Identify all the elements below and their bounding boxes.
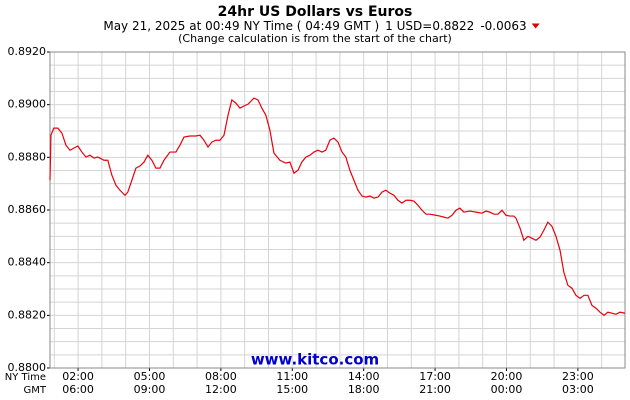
x-tick-label-gmt: 03:00 [562, 383, 594, 396]
x-tick-label: 08:00 [205, 370, 237, 383]
y-tick-label: 0.8920 [8, 45, 47, 58]
watermark: www.kitco.com [251, 351, 379, 369]
chart-title: 24hr US Dollars vs Euros [218, 4, 413, 20]
x-tick-label-gmt: 00:00 [491, 383, 523, 396]
y-tick-label: 0.8820 [8, 308, 47, 321]
x-tick-label-gmt: 12:00 [205, 383, 237, 396]
chart-subtitle: May 21, 2025 at 00:49 NY Time ( 04:49 GM… [103, 19, 526, 33]
y-tick-label: 0.8900 [8, 98, 47, 111]
x-tick-label: 02:00 [62, 370, 94, 383]
chart-note: (Change calculation is from the start of… [178, 32, 452, 45]
x-row-label: NY Time [5, 372, 46, 383]
x-tick-label-gmt: 06:00 [62, 383, 94, 396]
x-tick-label-gmt: 18:00 [348, 383, 380, 396]
down-arrow [531, 23, 540, 29]
x-tick-label: 14:00 [348, 370, 380, 383]
x-tick-label: 20:00 [491, 370, 523, 383]
price-line [49, 97, 626, 317]
y-tick-label: 0.8860 [8, 203, 47, 216]
x-tick-label: 23:00 [562, 370, 594, 383]
x-tick-label: 11:00 [276, 370, 308, 383]
subtitle-date: May 21, 2025 at 00:49 NY Time ( 04:49 GM… [103, 19, 379, 33]
x-tick-label-gmt: 09:00 [134, 383, 166, 396]
plot-frame [49, 51, 626, 369]
plot [47, 51, 626, 371]
y-tick-label: 0.8880 [8, 150, 47, 163]
y-tick-label: 0.8840 [8, 256, 47, 269]
x-row-label: GMT [24, 385, 47, 396]
subtitle-price: 1 USD=0.8822 [385, 19, 474, 33]
y-tick-label: 0.8800 [8, 361, 47, 374]
x-tick-label: 17:00 [419, 370, 451, 383]
x-tick-label-gmt: 21:00 [419, 383, 451, 396]
subtitle-change: -0.0063 [480, 19, 526, 33]
x-tick-label: 05:00 [134, 370, 166, 383]
x-tick-label-gmt: 15:00 [276, 383, 308, 396]
